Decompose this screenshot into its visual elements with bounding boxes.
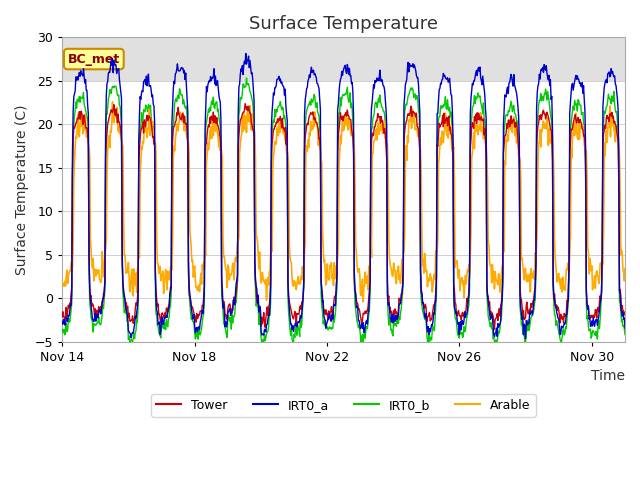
Tower xyxy=(351,277,358,283)
Tower xyxy=(241,101,249,107)
IRT0_a xyxy=(134,299,142,304)
Legend: Tower, IRT0_a, IRT0_b, Arable: Tower, IRT0_a, IRT0_b, Arable xyxy=(151,394,536,417)
Arable xyxy=(490,268,498,274)
Text: BC_met: BC_met xyxy=(68,53,120,66)
Tower xyxy=(491,326,499,332)
IRT0_a xyxy=(172,70,180,76)
Tower xyxy=(172,118,180,124)
IRT0_a xyxy=(522,336,529,341)
Line: Tower: Tower xyxy=(62,104,625,329)
Arable xyxy=(135,251,143,257)
IRT0_a xyxy=(489,324,497,330)
Tower xyxy=(489,313,497,319)
IRT0_b xyxy=(351,300,359,305)
Arable xyxy=(360,299,367,305)
Tower xyxy=(122,300,130,305)
Bar xyxy=(62,37,625,81)
IRT0_b xyxy=(135,160,143,166)
IRT0_b xyxy=(58,328,66,334)
IRT0_a xyxy=(398,290,406,296)
Arable xyxy=(58,279,66,285)
IRT0_b xyxy=(122,308,130,313)
Tower xyxy=(134,287,142,292)
Arable xyxy=(109,99,116,105)
Y-axis label: Surface Temperature (C): Surface Temperature (C) xyxy=(15,104,29,275)
IRT0_a xyxy=(242,50,250,56)
Line: Arable: Arable xyxy=(62,102,625,302)
X-axis label: Time: Time xyxy=(591,370,625,384)
Arable xyxy=(621,265,629,271)
IRT0_a xyxy=(58,318,66,324)
IRT0_a xyxy=(621,325,629,331)
Arable xyxy=(399,263,406,269)
IRT0_b xyxy=(399,291,406,297)
IRT0_b xyxy=(490,335,498,340)
IRT0_a xyxy=(351,268,358,274)
IRT0_a xyxy=(122,307,130,313)
IRT0_b xyxy=(621,332,629,337)
Tower xyxy=(621,312,629,318)
Arable xyxy=(123,266,131,272)
IRT0_b xyxy=(126,339,134,345)
Arable xyxy=(173,123,180,129)
Line: IRT0_b: IRT0_b xyxy=(62,78,625,342)
Tower xyxy=(58,314,66,320)
Tower xyxy=(398,291,406,297)
IRT0_b xyxy=(173,98,180,104)
IRT0_b xyxy=(243,75,250,81)
Arable xyxy=(351,142,358,148)
Title: Surface Temperature: Surface Temperature xyxy=(249,15,438,33)
Line: IRT0_a: IRT0_a xyxy=(62,53,625,338)
